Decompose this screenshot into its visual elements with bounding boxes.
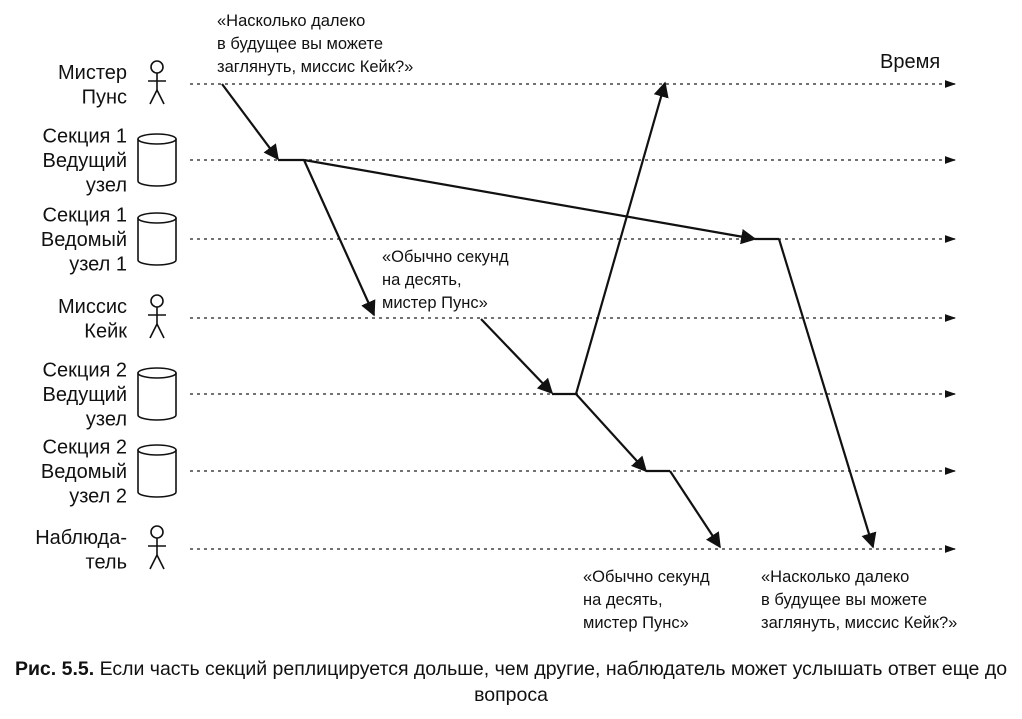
participant-label-p2-follower: Секция 2 Ведомый узел 2 bbox=[41, 437, 127, 508]
participant-label-observer: Наблюда-тель bbox=[35, 527, 127, 574]
figure-caption: Рис. 5.5. Если часть секций реплицируетс… bbox=[0, 656, 1022, 708]
quote-question-top: «Насколько далеко в будущее вы можете за… bbox=[217, 12, 413, 76]
database-icon-p2-follower bbox=[137, 444, 177, 498]
person-icon-mr-poons bbox=[148, 60, 166, 105]
arrow-answer-to-p2-leader bbox=[480, 318, 554, 395]
participant-label-p1-leader: Секция 1 Ведущий узел bbox=[43, 126, 128, 197]
caption-prefix: Рис. 5.5. bbox=[14, 658, 95, 680]
person-icon-observer bbox=[148, 525, 166, 570]
arrow-question-to-observer bbox=[777, 238, 877, 549]
participant-icons bbox=[137, 60, 177, 570]
participant-labels: Мистер Пунс Секция 1 Ведущий узел Секция 1 Вед… bbox=[35, 62, 127, 574]
arrow-replicate-p2 bbox=[575, 393, 648, 473]
quote-answer-bottom: «Обычно секунд на десять, мистер Пунс» bbox=[583, 568, 714, 632]
message-arrows bbox=[221, 81, 877, 549]
person-icon-mrs-cake bbox=[148, 294, 166, 339]
arrow-answer-to-mr-poons bbox=[574, 81, 669, 395]
database-icon-p1-follower bbox=[137, 212, 177, 266]
database-icon-p1-leader bbox=[137, 133, 177, 187]
arrow-question-to-mrs-cake bbox=[302, 159, 376, 317]
participant-label-p1-follower: Секция 1 Ведомый узел 1 bbox=[41, 205, 127, 276]
arrow-answer-to-observer bbox=[669, 470, 721, 549]
participant-label-mrs-cake: Миссис Кейк bbox=[58, 296, 127, 343]
caption-text: Если часть секций реплицируется дольше, … bbox=[99, 658, 1008, 706]
database-icon-p2-leader bbox=[137, 367, 177, 421]
arrow-question-to-p1-leader bbox=[221, 83, 279, 161]
timelines bbox=[190, 80, 957, 553]
arrow-replicate-p1 bbox=[303, 158, 757, 245]
participant-label-p2-leader: Секция 2 Ведущий узел bbox=[43, 360, 128, 431]
quote-question-bottom: «Насколько далеко в будущее вы можете за… bbox=[761, 568, 957, 632]
quote-answer-mid: «Обычно секунд на десять, мистер Пунс» bbox=[382, 248, 513, 312]
time-axis-label: Время bbox=[880, 51, 940, 73]
participant-label-mr-poons: Мистер Пунс bbox=[58, 62, 127, 109]
